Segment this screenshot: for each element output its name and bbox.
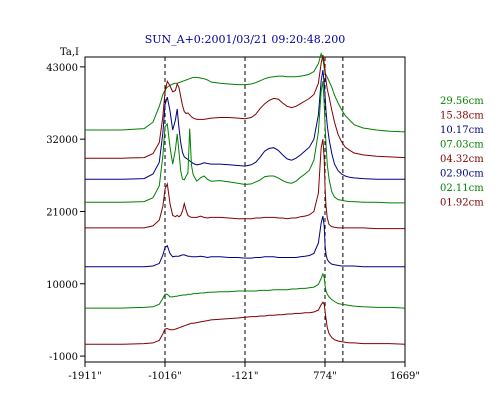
- series-line-07.03cm: [85, 81, 405, 204]
- legend-entry: 29.56cm: [440, 96, 484, 107]
- series-line-02.11cm: [85, 272, 406, 309]
- legend-entry: 10.17cm: [440, 125, 484, 136]
- y-tick-label: 32000: [46, 135, 78, 146]
- legend-entry: 01.92cm: [440, 198, 484, 209]
- x-tick-label: -121": [231, 371, 258, 382]
- x-axis-ticks: -1911" -1016" -121" 774" 1669": [68, 362, 420, 382]
- y-tick-label: 10000: [46, 280, 78, 291]
- legend-entry: 02.90cm: [440, 169, 484, 180]
- legend-entry: 04.32cm: [440, 154, 484, 165]
- series-line-04.32cm: [85, 139, 405, 230]
- chart-title: SUN_A+0:2001/03/21 09:20:48.200: [145, 33, 346, 46]
- series-line-10.17cm: [85, 70, 405, 180]
- legend-entry: 15.38cm: [440, 111, 484, 122]
- y-axis-ticks: 43000 32000 21000 10000 -1000: [46, 63, 85, 363]
- legend-entry: 02.11cm: [440, 183, 484, 194]
- y-tick-label: 21000: [46, 207, 78, 218]
- series-lines: [85, 52, 406, 345]
- series-line-15.38cm: [85, 54, 406, 159]
- series-line-02.90cm: [85, 215, 405, 268]
- y-axis-label: Ta,I: [60, 47, 79, 58]
- legend-entry: 07.03cm: [440, 140, 484, 151]
- legend: 29.56cm 15.38cm 10.17cm 07.03cm 04.32cm 02.90…: [440, 96, 484, 209]
- series-line-29.56cm: [85, 52, 406, 133]
- x-tick-label: -1911": [68, 371, 101, 382]
- x-tick-label: 1669": [390, 371, 420, 382]
- x-tick-label: 774": [313, 371, 337, 382]
- y-tick-label: -1000: [49, 352, 78, 363]
- series-line-01.92cm: [85, 301, 406, 345]
- y-tick-label: 43000: [46, 63, 78, 74]
- x-tick-label: -1016": [148, 371, 181, 382]
